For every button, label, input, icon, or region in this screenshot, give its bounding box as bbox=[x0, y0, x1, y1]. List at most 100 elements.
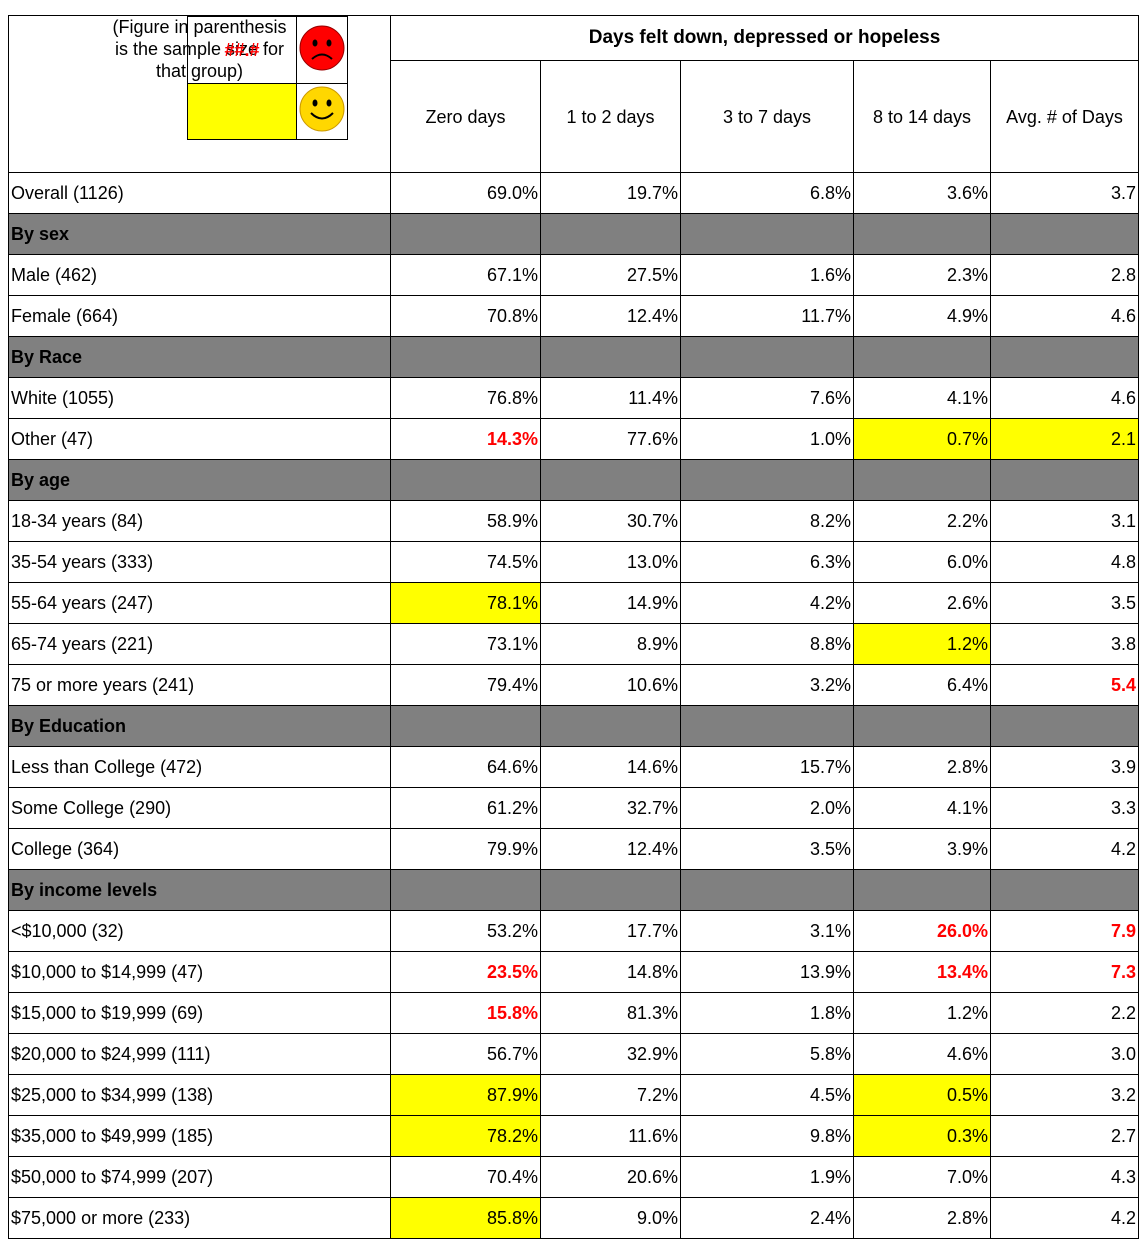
value-cell: 27.5% bbox=[540, 254, 681, 296]
value-cell: 17.7% bbox=[540, 910, 681, 952]
table-row: By income levels bbox=[8, 869, 1140, 911]
column-header: 8 to 14 days bbox=[853, 60, 991, 173]
value-cell: 79.9% bbox=[390, 828, 541, 870]
value-cell: 26.0% bbox=[853, 910, 991, 952]
value-cell: 14.9% bbox=[540, 582, 681, 624]
value-cell: 13.4% bbox=[853, 951, 991, 993]
value-cell: 3.0 bbox=[989, 1033, 1140, 1075]
value-cell: 4.6 bbox=[989, 377, 1140, 419]
value-cell: 2.1 bbox=[989, 418, 1140, 460]
value-cell: 7.0% bbox=[853, 1156, 991, 1198]
value-cell: 14.6% bbox=[540, 746, 681, 788]
value-cell: 3.9 bbox=[989, 746, 1140, 788]
value-cell: 6.3% bbox=[680, 541, 854, 583]
legend-cell: (Figure in parenthesis is the sample siz… bbox=[8, 15, 391, 173]
row-label: Some College (290) bbox=[8, 787, 391, 829]
row-label: $25,000 to $34,999 (138) bbox=[8, 1074, 391, 1116]
column-header: Zero days bbox=[390, 60, 541, 173]
row-label: $20,000 to $24,999 (111) bbox=[8, 1033, 391, 1075]
data-table: (Figure in parenthesis is the sample siz… bbox=[8, 15, 1140, 1239]
value-cell: 77.6% bbox=[540, 418, 681, 460]
value-cell: 3.5 bbox=[989, 582, 1140, 624]
row-label: Male (462) bbox=[8, 254, 391, 296]
value-cell: 23.5% bbox=[390, 951, 541, 993]
row-label: Other (47) bbox=[8, 418, 391, 460]
value-cell: 5.8% bbox=[680, 1033, 854, 1075]
table-row: Less than College (472) 64.6% 14.6% 15.7% 2.… bbox=[8, 746, 1140, 788]
column-header: Avg. # of Days bbox=[989, 60, 1140, 173]
table-row: $50,000 to $74,999 (207) 70.4% 20.6% 1.9% 7.… bbox=[8, 1156, 1140, 1198]
value-cell: 85.8% bbox=[390, 1197, 541, 1239]
section-cell bbox=[989, 336, 1140, 378]
value-cell: 7.3 bbox=[989, 951, 1140, 993]
section-cell bbox=[989, 213, 1140, 255]
value-cell: 1.2% bbox=[853, 992, 991, 1034]
value-cell: 87.9% bbox=[390, 1074, 541, 1116]
section-cell bbox=[540, 459, 681, 501]
value-cell: 4.1% bbox=[853, 377, 991, 419]
value-cell: 4.1% bbox=[853, 787, 991, 829]
section-cell bbox=[540, 336, 681, 378]
value-cell: 4.2 bbox=[989, 828, 1140, 870]
section-label: By Race bbox=[8, 336, 391, 378]
row-label: 35-54 years (333) bbox=[8, 541, 391, 583]
value-cell: 11.4% bbox=[540, 377, 681, 419]
value-cell: 67.1% bbox=[390, 254, 541, 296]
table-row: Other (47) 14.3% 77.6% 1.0% 0.7% 2.1 bbox=[8, 418, 1140, 460]
value-cell: 69.0% bbox=[390, 172, 541, 214]
row-label: College (364) bbox=[8, 828, 391, 870]
section-cell bbox=[680, 213, 854, 255]
row-label: 65-74 years (221) bbox=[8, 623, 391, 665]
value-cell: 5.4 bbox=[989, 664, 1140, 706]
section-cell bbox=[680, 336, 854, 378]
section-cell bbox=[989, 705, 1140, 747]
value-cell: 32.7% bbox=[540, 787, 681, 829]
table-row: Male (462) 67.1% 27.5% 1.6% 2.3% 2.8 bbox=[8, 254, 1140, 296]
value-cell: 6.8% bbox=[680, 172, 854, 214]
value-cell: 2.8 bbox=[989, 254, 1140, 296]
value-cell: 15.8% bbox=[390, 992, 541, 1034]
value-cell: 3.2 bbox=[989, 1074, 1140, 1116]
value-cell: 2.2 bbox=[989, 992, 1140, 1034]
row-label: $50,000 to $74,999 (207) bbox=[8, 1156, 391, 1198]
table-row: By age bbox=[8, 459, 1140, 501]
value-cell: 76.8% bbox=[390, 377, 541, 419]
section-label: By Education bbox=[8, 705, 391, 747]
value-cell: 4.8 bbox=[989, 541, 1140, 583]
legend-yellow bbox=[187, 83, 297, 140]
value-cell: 4.3 bbox=[989, 1156, 1140, 1198]
value-cell: 13.9% bbox=[680, 951, 854, 993]
group-header: Days felt down, depressed or hopeless bbox=[389, 15, 1140, 61]
row-label: $75,000 or more (233) bbox=[8, 1197, 391, 1239]
table-row: 55-64 years (247) 78.1% 14.9% 4.2% 2.6% 3.5 bbox=[8, 582, 1140, 624]
section-cell bbox=[540, 213, 681, 255]
value-cell: 15.7% bbox=[680, 746, 854, 788]
value-cell: 1.8% bbox=[680, 992, 854, 1034]
value-cell: 3.6% bbox=[853, 172, 991, 214]
value-cell: 78.1% bbox=[390, 582, 541, 624]
value-cell: 8.9% bbox=[540, 623, 681, 665]
row-label: Overall (1126) bbox=[8, 172, 391, 214]
row-label: 18-34 years (84) bbox=[8, 500, 391, 542]
value-cell: 2.8% bbox=[853, 746, 991, 788]
value-cell: 1.9% bbox=[680, 1156, 854, 1198]
section-label: By age bbox=[8, 459, 391, 501]
value-cell: 3.2% bbox=[680, 664, 854, 706]
section-cell bbox=[680, 459, 854, 501]
value-cell: 13.0% bbox=[540, 541, 681, 583]
value-cell: 4.6 bbox=[989, 295, 1140, 337]
value-cell: 9.0% bbox=[540, 1197, 681, 1239]
table-row: Some College (290) 61.2% 32.7% 2.0% 4.1% 3.3 bbox=[8, 787, 1140, 829]
table-row: 18-34 years (84) 58.9% 30.7% 8.2% 2.2% 3.1 bbox=[8, 500, 1140, 542]
value-cell: 20.6% bbox=[540, 1156, 681, 1198]
section-cell bbox=[853, 213, 991, 255]
row-label: Less than College (472) bbox=[8, 746, 391, 788]
value-cell: 8.2% bbox=[680, 500, 854, 542]
value-cell: 81.3% bbox=[540, 992, 681, 1034]
value-cell: 19.7% bbox=[540, 172, 681, 214]
value-cell: 3.1% bbox=[680, 910, 854, 952]
value-cell: 1.0% bbox=[680, 418, 854, 460]
column-header: 1 to 2 days bbox=[540, 60, 681, 173]
table-row: White (1055) 76.8% 11.4% 7.6% 4.1% 4.6 bbox=[8, 377, 1140, 419]
smile-icon bbox=[299, 86, 345, 132]
